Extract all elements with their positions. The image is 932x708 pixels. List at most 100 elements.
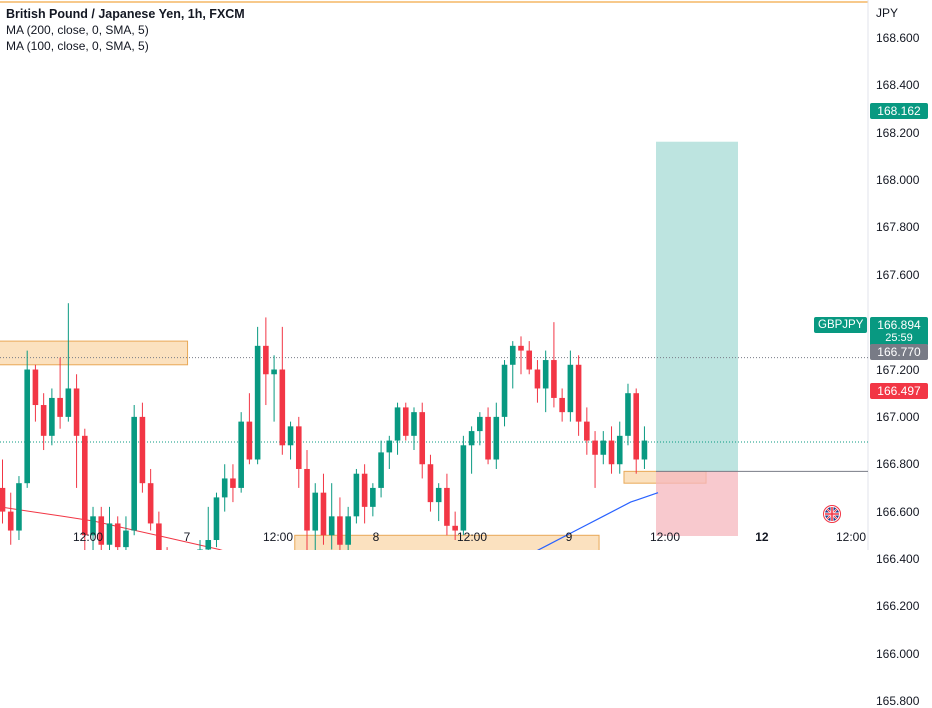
candle-body: [295, 426, 302, 469]
price-tick-label: 168.600: [876, 31, 920, 45]
ma200-legend[interactable]: MA (200, close, 0, SMA, 5): [6, 23, 149, 37]
time-tick-label: 12:00: [263, 530, 294, 544]
candle: [254, 326, 261, 465]
support-resistance-zones[interactable]: [0, 340, 707, 550]
candle-body: [254, 345, 261, 460]
price-chart[interactable]: [0, 0, 932, 550]
candle-body: [485, 416, 491, 460]
stop-loss-zone: [656, 471, 738, 536]
candle: [114, 516, 121, 550]
candle: [419, 402, 426, 479]
currency-label: JPY: [876, 6, 899, 20]
candle: [263, 317, 269, 406]
candle: [542, 350, 549, 413]
price-tick-label: 165.800: [876, 694, 920, 708]
ma100-legend[interactable]: MA (100, close, 0, SMA, 5): [6, 39, 149, 53]
candle-body: [7, 511, 14, 531]
candle: [246, 393, 253, 465]
candle: [592, 431, 598, 488]
candle: [402, 402, 409, 441]
candle: [386, 435, 393, 469]
candle-body: [633, 393, 640, 460]
symbol-title[interactable]: British Pound / Japanese Yen, 1h, FXCM: [6, 7, 245, 21]
candle-body: [65, 388, 72, 417]
price-tick-label: 167.000: [876, 409, 920, 424]
candle: [567, 350, 574, 422]
candle: [57, 357, 63, 429]
price-tick-label: 167.800: [876, 220, 920, 235]
price-tick-label: 166.800: [876, 457, 920, 472]
take-profit-price-tag: 168.162: [870, 103, 928, 119]
candle: [608, 426, 615, 474]
uk-flag-icon[interactable]: [823, 505, 841, 523]
candle: [509, 341, 516, 389]
candle: [139, 402, 146, 493]
candle-body: [345, 516, 351, 545]
candle-body: [271, 369, 277, 375]
candle-body: [600, 440, 607, 455]
candle: [328, 483, 335, 550]
candle-body: [147, 483, 154, 524]
candle-body: [493, 416, 500, 460]
candle-body: [386, 440, 393, 453]
candle: [559, 388, 565, 422]
candle: [221, 464, 228, 512]
ma100-line: [536, 492, 659, 550]
candle-body: [205, 540, 212, 550]
candle-body: [608, 440, 615, 465]
candle-body: [641, 440, 648, 460]
candle-body: [114, 523, 121, 548]
time-tick-label: 9: [565, 530, 573, 544]
candle: [7, 492, 14, 545]
candle-body: [509, 345, 516, 365]
candle-body: [592, 440, 598, 455]
time-tick-label: 12:00: [73, 530, 104, 544]
candle: [575, 355, 582, 436]
zone-rect: [0, 340, 189, 366]
candle: [106, 506, 113, 550]
candle-body: [394, 407, 401, 441]
candle: [378, 440, 384, 498]
candle: [370, 483, 376, 517]
candle: [444, 473, 450, 536]
time-tick-label: 8: [372, 530, 380, 544]
candle: [24, 350, 30, 488]
candlestick-series: [0, 303, 648, 550]
entry-price-tag: 166.770: [870, 344, 928, 360]
candle: [295, 416, 302, 488]
candle: [616, 421, 623, 474]
time-tick-label: 12: [755, 530, 769, 544]
candle-body: [419, 412, 426, 465]
candle: [156, 511, 162, 550]
candle: [287, 421, 294, 460]
candle: [625, 383, 631, 446]
profit-zone: [656, 141, 738, 472]
candle: [0, 459, 6, 524]
candle-body: [106, 523, 113, 545]
candle: [345, 506, 351, 550]
chart-legend[interactable]: British Pound / Japanese Yen, 1h, FXCM M…: [6, 6, 245, 54]
candle: [435, 483, 442, 522]
candle-body: [263, 345, 269, 375]
candle: [16, 476, 22, 541]
candle: [238, 412, 244, 493]
candle-body: [57, 397, 63, 417]
candle: [460, 435, 467, 536]
candle-body: [156, 523, 162, 550]
candle-body: [411, 412, 417, 436]
candle-body: [427, 464, 434, 503]
candle-body: [378, 452, 384, 488]
price-tick-label: 166.400: [876, 551, 920, 566]
candle-body: [40, 405, 47, 436]
candle-body: [353, 473, 360, 517]
candle: [123, 516, 129, 550]
candle-body: [337, 516, 343, 545]
long-position-tool[interactable]: [656, 141, 868, 536]
candle-body: [435, 487, 442, 503]
candle-body: [518, 345, 524, 351]
price-tick-label: 167.600: [876, 267, 920, 282]
candle-body: [304, 468, 310, 531]
candle-body: [584, 421, 590, 441]
candle-body: [213, 497, 220, 541]
candle: [518, 336, 524, 375]
